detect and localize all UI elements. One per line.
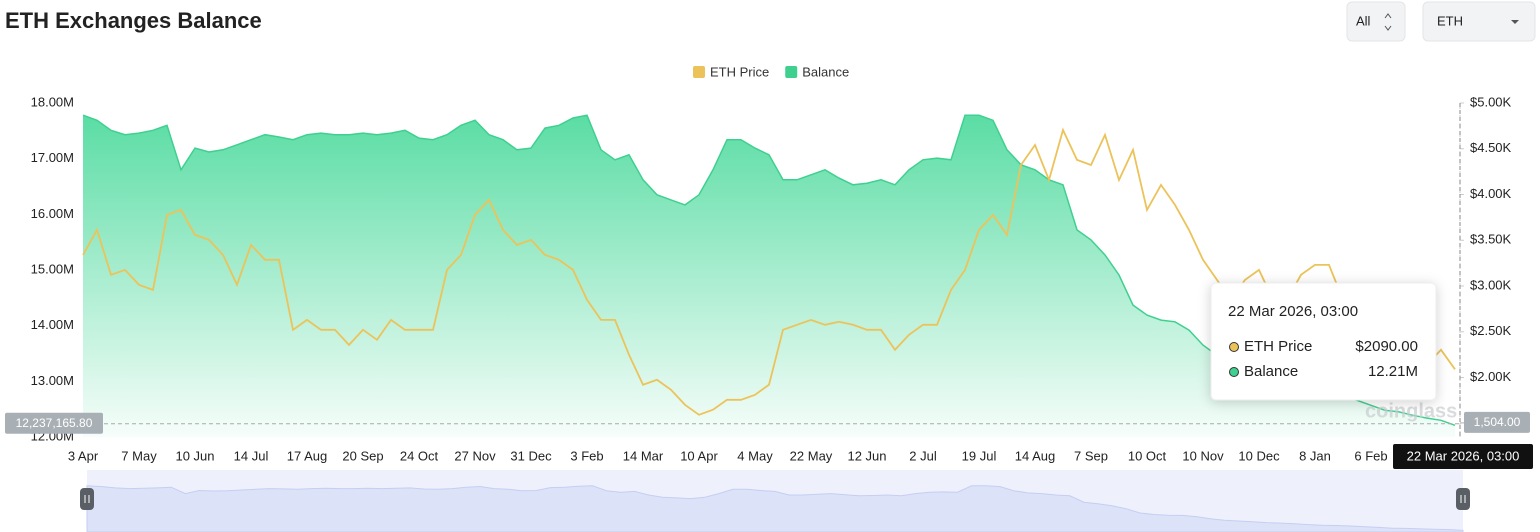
y-tick-label: 15.00M [31, 261, 74, 276]
legend-label: ETH Price [710, 64, 769, 79]
x-tick-label: 19 Jul [962, 448, 997, 463]
tooltip-box [1210, 282, 1437, 401]
navigator-area [86, 485, 1464, 532]
y2-tick-label: $5.00K [1470, 94, 1512, 109]
x-tick-label: 10 Dec [1238, 448, 1280, 463]
x-tick-label: 17 Aug [287, 448, 328, 463]
area [83, 115, 1455, 437]
x-tick-label: 14 Jul [234, 448, 269, 463]
x-tick-label: 22 May [790, 448, 833, 463]
handle-grip [1460, 495, 1466, 503]
x-tick-label: 10 Nov [1182, 448, 1224, 463]
x-tick-label: 27 Nov [454, 448, 496, 463]
tooltip-name: Balance [1244, 363, 1298, 380]
x-tick-label: 10 Jun [175, 448, 214, 463]
range-select[interactable]: All [1346, 1, 1406, 42]
x-tick-label: 20 Sep [342, 448, 383, 463]
tooltip-value: $2090.00 [1355, 338, 1418, 355]
x-tick-label: 24 Oct [400, 448, 439, 463]
crosshair-y2-box [1464, 411, 1530, 433]
tooltip: 22 Mar 2026, 03:00 ETH Price $2090.00 Balan… [1210, 282, 1437, 401]
chart-title: ETH Exchanges Balance [5, 8, 262, 33]
tooltip-dot [1229, 367, 1239, 377]
select-label[interactable]: ETH [1437, 13, 1463, 28]
legend-label: Balance [802, 64, 849, 79]
tooltip-name: ETH Price [1244, 338, 1312, 355]
tooltip-value: 12.21M [1368, 363, 1418, 380]
select-label[interactable]: All [1356, 13, 1371, 28]
y-tick-label: 13.00M [31, 373, 74, 388]
x-tick-label: 2 Jul [909, 448, 937, 463]
x-tick-label: 12 Jun [847, 448, 886, 463]
select-box[interactable] [1422, 1, 1536, 42]
x-tick-label: 10 Apr [680, 448, 718, 463]
x-tick-label: 6 Feb [1354, 448, 1387, 463]
crosshair-y-box [5, 412, 103, 434]
x-tick-label: 3 Feb [570, 448, 603, 463]
navigator [80, 470, 1470, 532]
watermark: coinglass [1365, 400, 1457, 422]
x-tick-label: 14 Aug [1015, 448, 1056, 463]
legend-swatch [693, 66, 705, 78]
y2-tick-label: $4.50K [1470, 140, 1512, 155]
select-icon [1511, 20, 1519, 24]
tooltip-title: 22 Mar 2026, 03:00 [1228, 303, 1358, 320]
crosshair-x-box [1393, 444, 1533, 469]
y-tick-label: 17.00M [31, 150, 74, 165]
y-tick-label: 16.00M [31, 206, 74, 221]
y2-tick-label: $4.00K [1470, 186, 1512, 201]
x-tick-label: 3 Apr [68, 448, 99, 463]
x-tick-label: 7 Sep [1074, 448, 1108, 463]
y2-tick-label: $2.00K [1470, 369, 1512, 384]
legend-swatch [785, 66, 798, 78]
x-tick-label: 4 May [737, 448, 773, 463]
y2-tick-label: $2.50K [1470, 323, 1512, 338]
x-tick-label: 14 Mar [623, 448, 664, 463]
tooltip-dot [1229, 342, 1239, 352]
crosshair-y2-label: 1,504.00 [1474, 415, 1521, 429]
select-icon [1384, 13, 1392, 31]
y2-tick-label: $3.50K [1470, 232, 1512, 247]
coin-select[interactable]: ETH [1422, 1, 1536, 42]
y-tick-label: 18.00M [31, 94, 74, 109]
x-tick-label: 7 May [121, 448, 157, 463]
y-tick-label: 14.00M [31, 317, 74, 332]
x-tick-label: 10 Oct [1128, 448, 1167, 463]
crosshair-y-label: 12,237,165.80 [16, 416, 93, 430]
x-tick-label: 8 Jan [1299, 448, 1331, 463]
navigator-handle[interactable] [80, 488, 94, 510]
navigator-handle[interactable] [1456, 488, 1470, 510]
select-box[interactable] [1346, 1, 1406, 42]
handle-grip [84, 495, 90, 503]
y2-tick-label: $3.00K [1470, 277, 1512, 292]
crosshair-x-label: 22 Mar 2026, 03:00 [1407, 448, 1520, 463]
x-tick-label: 31 Dec [510, 448, 552, 463]
